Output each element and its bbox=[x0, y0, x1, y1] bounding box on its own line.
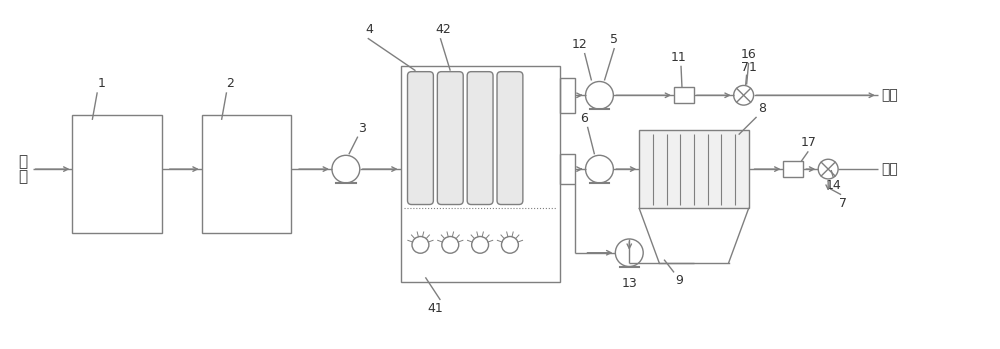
Text: 7: 7 bbox=[839, 196, 847, 210]
Text: 12: 12 bbox=[572, 38, 587, 51]
Bar bbox=[560, 78, 575, 112]
Text: 2: 2 bbox=[227, 77, 234, 90]
Text: 3: 3 bbox=[358, 122, 366, 135]
Text: 17: 17 bbox=[800, 136, 816, 149]
Text: 4: 4 bbox=[366, 23, 374, 36]
Text: 41: 41 bbox=[427, 302, 443, 315]
FancyBboxPatch shape bbox=[467, 72, 493, 205]
Text: 进: 进 bbox=[18, 154, 27, 169]
Text: 16: 16 bbox=[741, 48, 756, 61]
Text: 1: 1 bbox=[97, 77, 105, 90]
Text: 13: 13 bbox=[621, 277, 637, 290]
Text: 71: 71 bbox=[741, 61, 757, 74]
Text: 出水: 出水 bbox=[881, 88, 898, 102]
Text: 8: 8 bbox=[759, 102, 767, 115]
FancyBboxPatch shape bbox=[408, 72, 433, 205]
FancyBboxPatch shape bbox=[437, 72, 463, 205]
Bar bbox=[783, 161, 803, 177]
Text: 水: 水 bbox=[18, 170, 27, 185]
Text: 14: 14 bbox=[825, 179, 841, 192]
Text: 42: 42 bbox=[435, 23, 451, 36]
Text: 9: 9 bbox=[675, 274, 683, 287]
Text: 6: 6 bbox=[581, 112, 588, 125]
Bar bbox=[560, 154, 575, 184]
Bar bbox=[401, 66, 560, 282]
Bar bbox=[674, 87, 694, 103]
Bar bbox=[72, 115, 162, 233]
Bar bbox=[639, 130, 749, 208]
Text: 11: 11 bbox=[671, 51, 687, 64]
FancyBboxPatch shape bbox=[497, 72, 523, 205]
Text: 5: 5 bbox=[610, 33, 618, 46]
Bar bbox=[202, 115, 291, 233]
Text: 出水: 出水 bbox=[881, 162, 898, 176]
